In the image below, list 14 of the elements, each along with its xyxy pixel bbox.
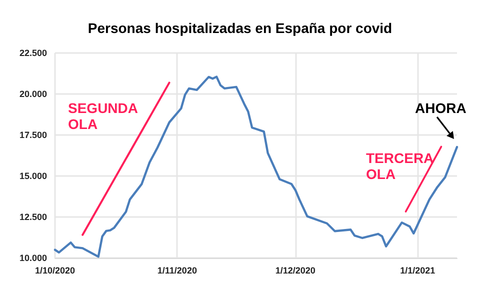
annotation: TERCERA OLA [366, 150, 434, 182]
y-tick-label: 10.000 [19, 253, 47, 263]
x-tick-label: 1/1/2021 [400, 266, 436, 276]
y-tick-label: 20.000 [19, 89, 47, 99]
x-tick-label: 1/11/2020 [157, 266, 197, 276]
y-tick-label: 22.500 [19, 48, 47, 58]
y-tick-label: 12.500 [19, 212, 47, 222]
annotation: AHORA [415, 100, 466, 116]
y-tick-label: 15.000 [19, 171, 47, 181]
annotation: SEGUNDA OLA [68, 100, 138, 132]
chart-title: Personas hospitalizadas en España por covid [88, 20, 392, 36]
x-tick-label: 1/12/2020 [275, 266, 316, 276]
y-tick-label: 17.500 [19, 130, 47, 140]
x-tick-label: 1/10/2020 [34, 266, 76, 276]
